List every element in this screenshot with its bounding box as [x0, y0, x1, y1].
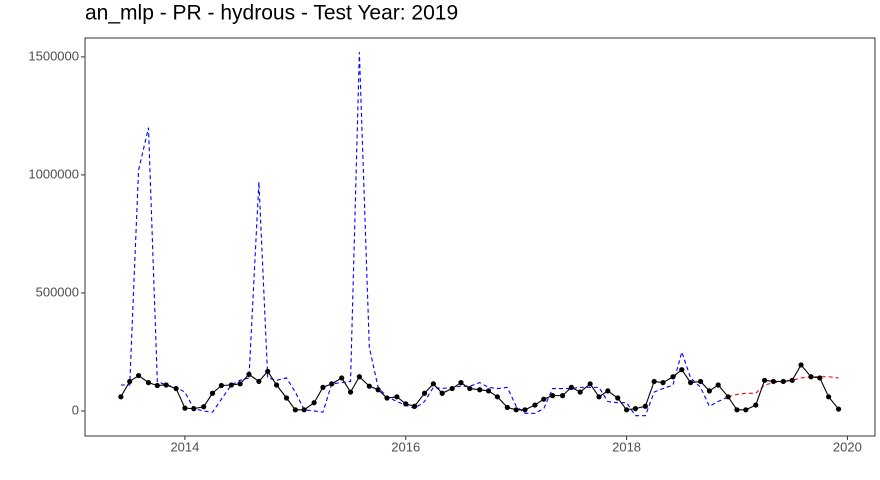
- data-point: [135, 372, 142, 379]
- data-point: [347, 389, 354, 395]
- data-point: [670, 374, 676, 380]
- data-point: [485, 388, 492, 394]
- data-point: [118, 394, 124, 400]
- chart-title: an_mlp - PR - hydrous - Test Year: 2019: [85, 2, 458, 25]
- data-point: [173, 385, 179, 392]
- data-point: [541, 396, 547, 402]
- data-point: [301, 407, 307, 413]
- data-point: [273, 382, 280, 388]
- data-point: [329, 381, 335, 387]
- data-point: [688, 380, 694, 386]
- data-point: [384, 395, 390, 401]
- data-point: [697, 378, 704, 385]
- y-tick-label: 0: [72, 402, 79, 417]
- data-point: [642, 403, 648, 409]
- y-tick-label: 500000: [36, 284, 79, 299]
- data-point: [209, 390, 216, 396]
- data-point: [605, 388, 611, 394]
- data-point: [430, 381, 436, 387]
- data-point: [182, 405, 188, 411]
- panel-border: [84, 37, 876, 437]
- data-point: [356, 374, 362, 380]
- data-point: [743, 407, 749, 413]
- data-point: [403, 401, 409, 407]
- data-point: [789, 377, 795, 383]
- x-tick-label: 2018: [612, 439, 641, 454]
- y-tick-label: 1000000: [28, 166, 79, 181]
- data-point: [559, 393, 566, 399]
- data-point: [411, 403, 418, 409]
- data-point: [265, 368, 271, 374]
- data-point: [660, 380, 666, 386]
- data-point: [421, 390, 428, 396]
- data-point: [237, 381, 243, 387]
- data-point: [577, 389, 583, 395]
- data-point: [596, 394, 602, 400]
- data-point: [615, 395, 621, 401]
- x-tick-label: 2020: [833, 439, 862, 454]
- data-point: [651, 378, 657, 385]
- data-point: [127, 378, 133, 385]
- data-point: [292, 407, 298, 413]
- data-point: [191, 406, 197, 412]
- data-point: [439, 390, 445, 396]
- data-point: [808, 374, 814, 380]
- data-point: [467, 385, 473, 392]
- data-point: [458, 380, 464, 386]
- data-point: [394, 394, 400, 400]
- data-point: [513, 407, 519, 413]
- data-point: [679, 367, 685, 373]
- data-point: [228, 382, 234, 388]
- data-point: [494, 394, 500, 400]
- data-point: [568, 384, 574, 390]
- data-point: [817, 375, 823, 381]
- data-point: [366, 383, 372, 389]
- data-point: [320, 384, 326, 390]
- series-line: [120, 52, 729, 417]
- data-point: [449, 385, 455, 392]
- data-point: [770, 378, 777, 385]
- data-point: [632, 406, 639, 412]
- data-point: [725, 394, 731, 400]
- data-point: [522, 407, 528, 413]
- data-point: [761, 377, 768, 383]
- data-point: [549, 393, 556, 399]
- data-point: [504, 404, 510, 411]
- data-point: [587, 381, 593, 387]
- data-point: [311, 400, 317, 406]
- data-point: [780, 378, 786, 385]
- data-point: [734, 407, 740, 413]
- data-point: [246, 371, 252, 377]
- data-point: [154, 382, 160, 389]
- data-point: [706, 388, 712, 394]
- data-point: [753, 402, 759, 408]
- x-tick-label: 2014: [170, 439, 199, 454]
- data-point: [835, 406, 842, 412]
- data-point: [283, 395, 290, 401]
- y-tick-label: 1500000: [28, 48, 79, 63]
- data-point: [218, 382, 224, 389]
- data-point: [623, 407, 630, 413]
- data-point: [532, 402, 538, 408]
- data-point: [145, 380, 152, 386]
- data-point: [201, 404, 207, 410]
- data-point: [375, 387, 381, 393]
- data-point: [715, 382, 721, 388]
- x-tick-label: 2016: [391, 439, 420, 454]
- data-point: [256, 378, 262, 385]
- data-point: [163, 382, 169, 388]
- data-point: [339, 375, 345, 381]
- data-point: [798, 362, 804, 368]
- data-point: [826, 394, 832, 400]
- data-point: [477, 387, 483, 393]
